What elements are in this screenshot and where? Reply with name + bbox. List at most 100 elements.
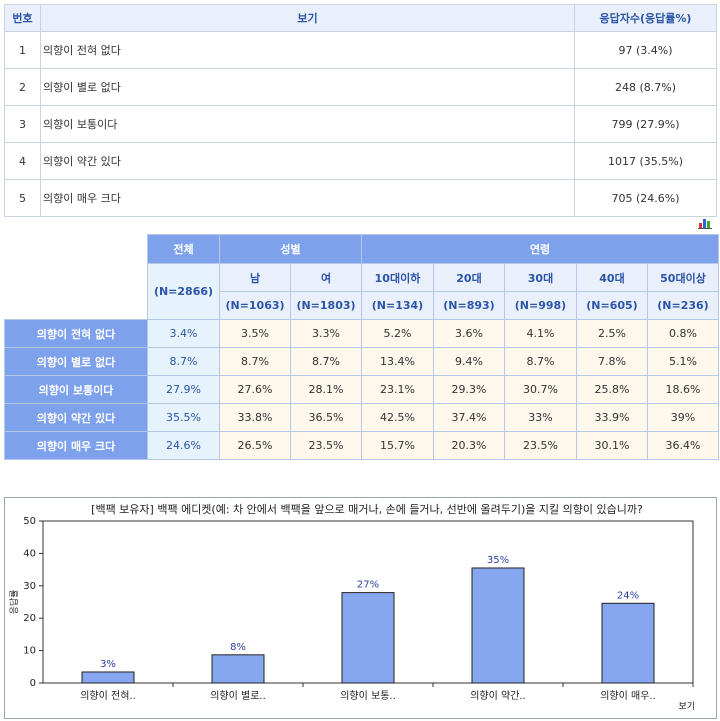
cell: 36.4% — [647, 431, 719, 460]
bar-chart-svg: [백팩 보유자] 백팩 에디켓(예: 차 안에서 백팩을 앞으로 매거나, 손에… — [8, 503, 695, 712]
cell: 0.8% — [647, 319, 719, 348]
chart-title: [백팩 보유자] 백팩 에디켓(예: 차 안에서 백팩을 앞으로 매거나, 손에… — [91, 503, 643, 516]
cell: 29.3% — [433, 375, 505, 404]
cell: 23.5% — [504, 431, 577, 460]
row-response: 1017 (35.5%) — [574, 142, 717, 180]
plot-area: 0 10 20 30 40 50 응답률 3% 의향이 전혀.. 8% 의향이 별로.. 27% 의향이… — [8, 516, 695, 712]
y-tick-label: 20 — [23, 613, 36, 624]
y-axis-label: 응답률 — [8, 590, 20, 615]
cell: 37.4% — [433, 403, 505, 432]
x-category-label: 의향이 약간.. — [470, 690, 526, 702]
cell: 26.5% — [219, 431, 291, 460]
row-response: 705 (24.6%) — [574, 179, 717, 217]
cell: 33% — [504, 403, 577, 432]
bar — [211, 654, 265, 684]
table-row: 의향이 매우 크다 24.6% 26.5% 23.5% 15.7% 20.3% … — [4, 431, 719, 460]
cell: 13.4% — [361, 347, 434, 376]
cell: 8.7% — [504, 347, 577, 376]
data-label: 27% — [357, 580, 379, 591]
table-row: 의향이 보통이다 27.9% 27.6% 28.1% 23.1% 29.3% 3… — [4, 375, 719, 404]
data-label: 24% — [617, 590, 639, 601]
table-row: 의향이 약간 있다 35.5% 33.8% 36.5% 42.5% 37.4% … — [4, 403, 719, 432]
data-label: 3% — [100, 659, 116, 670]
cell: 30.1% — [576, 431, 648, 460]
cell: 25.8% — [576, 375, 648, 404]
col-n: (N=236) — [647, 291, 719, 320]
cell: 18.6% — [647, 375, 719, 404]
cell: 3.5% — [219, 319, 291, 348]
col-label: 50대이상 — [647, 263, 719, 292]
table-row: 4 의향이 약간 있다 1017 (35.5%) — [4, 142, 717, 180]
cell: 2.5% — [576, 319, 648, 348]
cell: 33.9% — [576, 403, 648, 432]
y-tick-label: 10 — [23, 646, 36, 657]
col-label: 20대 — [433, 263, 505, 292]
x-category-label: 의향이 전혀.. — [80, 690, 136, 702]
response-table-header: 번호 보기 응답자수(응답률%) — [4, 4, 717, 32]
col-label: 30대 — [504, 263, 577, 292]
bar — [471, 567, 525, 684]
cell: 8.7% — [219, 347, 291, 376]
y-tick-label: 50 — [23, 516, 36, 527]
col-n: (N=134) — [361, 291, 434, 320]
cell: 27.6% — [219, 375, 291, 404]
row-label: 의향이 약간 있다 — [4, 403, 148, 432]
row-response: 248 (8.7%) — [574, 68, 717, 106]
table-row: 3 의향이 보통이다 799 (27.9%) — [4, 105, 717, 143]
row-item: 의향이 보통이다 — [40, 105, 575, 143]
row-no: 5 — [4, 179, 41, 217]
bar — [601, 602, 655, 684]
row-no: 2 — [4, 68, 41, 106]
cell: 30.7% — [504, 375, 577, 404]
row-total: 3.4% — [147, 319, 220, 348]
cell: 9.4% — [433, 347, 505, 376]
col-n: (N=605) — [576, 291, 648, 320]
cell: 3.3% — [290, 319, 362, 348]
col-label: 10대이하 — [361, 263, 434, 292]
total-n: (N=2866) — [147, 263, 220, 320]
cell: 28.1% — [290, 375, 362, 404]
row-no: 4 — [4, 142, 41, 180]
bar-chart-icon[interactable] — [698, 217, 712, 229]
col-n: (N=1063) — [219, 291, 291, 320]
row-item: 의향이 매우 크다 — [40, 179, 575, 217]
x-axis-label: 보기 — [678, 701, 695, 712]
x-category-label: 의향이 매우.. — [600, 690, 656, 702]
cell: 15.7% — [361, 431, 434, 460]
cell: 23.5% — [290, 431, 362, 460]
table-row: 5 의향이 매우 크다 705 (24.6%) — [4, 179, 717, 217]
row-label: 의향이 전혀 없다 — [4, 319, 148, 348]
cell: 42.5% — [361, 403, 434, 432]
table-row: 의향이 전혀 없다 3.4% 3.5% 3.3% 5.2% 3.6% 4.1% … — [4, 319, 719, 348]
cell: 36.5% — [290, 403, 362, 432]
header-no: 번호 — [4, 4, 41, 32]
col-label: 여 — [290, 263, 362, 292]
x-category-label: 의향이 별로.. — [210, 690, 266, 702]
gender-header: 성별 — [219, 234, 362, 264]
age-header: 연령 — [361, 234, 719, 264]
row-no: 1 — [4, 31, 41, 69]
bar — [341, 592, 395, 684]
total-header: 전체 — [147, 234, 220, 264]
cell: 33.8% — [219, 403, 291, 432]
col-label: 40대 — [576, 263, 648, 292]
row-label: 의향이 매우 크다 — [4, 431, 148, 460]
col-n: (N=893) — [433, 291, 505, 320]
table-row: 2 의향이 별로 없다 248 (8.7%) — [4, 68, 717, 106]
cell: 7.8% — [576, 347, 648, 376]
bar — [81, 671, 135, 684]
cell: 8.7% — [290, 347, 362, 376]
row-item: 의향이 약간 있다 — [40, 142, 575, 180]
cell: 39% — [647, 403, 719, 432]
y-tick-label: 30 — [23, 581, 36, 592]
cell: 3.6% — [433, 319, 505, 348]
cell: 23.1% — [361, 375, 434, 404]
x-category-label: 의향이 보통.. — [340, 690, 396, 702]
row-total: 35.5% — [147, 403, 220, 432]
col-n: (N=998) — [504, 291, 577, 320]
row-response: 799 (27.9%) — [574, 105, 717, 143]
data-label: 8% — [230, 642, 246, 653]
header-response: 응답자수(응답률%) — [574, 4, 717, 32]
header-item: 보기 — [40, 4, 575, 32]
col-label: 남 — [219, 263, 291, 292]
